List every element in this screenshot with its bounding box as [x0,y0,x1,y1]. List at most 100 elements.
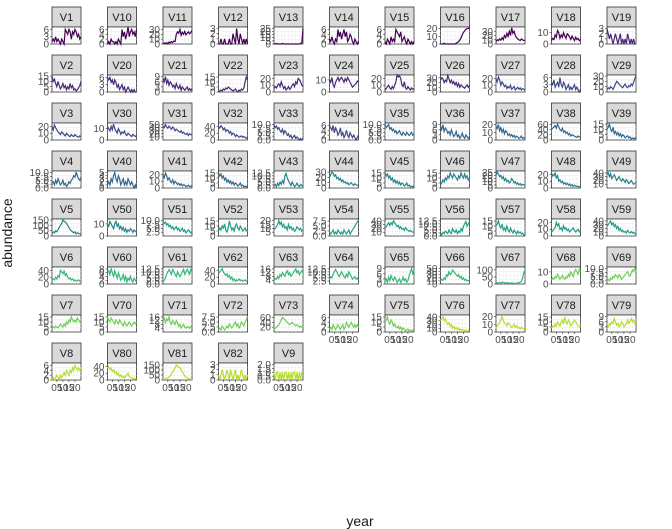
facet-label: V39 [612,108,632,120]
y-tick-label: 10 [260,33,272,44]
y-tick-label: 10.0 [363,120,383,131]
facet-panel: V18 010 [537,6,581,51]
y-tick-label: 20 [149,30,161,41]
series-line [51,219,82,235]
y-tick-label: 20 [260,323,272,334]
y-tick-label: 7.5 [313,270,327,281]
y-tick-label: 10 [426,83,438,94]
facet-label: V53 [279,204,299,216]
facet-panel: V68 0 10 [537,246,582,291]
y-tick-label: 20 [260,216,272,227]
series-line [440,219,471,236]
y-tick-label: 10.0 [252,120,272,131]
y-tick-label: 0 [543,88,549,99]
series-line [606,316,637,329]
y-tick-label: 40 [204,122,216,133]
y-tick-label: 2.5 [257,132,271,143]
x-tick-label: 15 [341,335,353,346]
y-tick-label: 3 [210,360,216,371]
x-tick-label: 05 [51,383,63,394]
y-tick-label: 5.0 [313,222,327,233]
y-tick-label: 10 [315,75,327,86]
x-tick-label: 10 [501,335,513,346]
y-tick-label: 40 [204,266,216,277]
x-tick-label: 15 [63,383,75,394]
y-tick-label: 0 [376,88,382,99]
series-line [162,171,193,188]
series-line [273,267,304,281]
facet-label: V16 [445,12,465,24]
y-tick-label: 9 [376,264,382,275]
facet-label: V51 [168,204,188,216]
y-tick-label: 0 [265,88,271,99]
y-tick-label: 7.5 [313,217,327,228]
series-line [550,316,581,329]
y-tick-label: 0.5 [257,372,271,383]
y-tick-label: 0 [543,232,549,243]
y-tick-label: 40 [371,216,383,227]
y-tick-label: 2.5 [313,227,327,238]
y-tick-label: 30 [426,73,438,84]
facet-label: V31 [168,108,188,120]
facet-label: V75 [390,300,410,312]
facet-panel: V64 2.55.07.510.012.5 [307,246,360,287]
y-tick-label: 0 [432,88,438,99]
series-line [217,315,249,332]
y-tick-label: 0.0 [146,280,160,291]
y-tick-label: 15 [537,313,549,324]
y-tick-label: 6 [321,121,327,132]
facet-label: V7 [60,300,73,312]
y-tick-label: 0 [376,328,382,339]
x-tick-label: 15 [563,335,575,346]
y-tick-label: 0 [210,376,216,387]
facet-label: V80 [112,348,132,360]
y-tick-label: 10 [537,28,549,39]
facet-panel: V69 0.02.55.07.510.0 [585,246,637,291]
y-tick-label: 40 [38,266,50,277]
facet-label: V18 [556,12,576,24]
y-axis-label: abundance [0,198,15,268]
series-line [218,124,248,140]
y-tick-label: 6 [376,25,382,36]
y-tick-label: 0 [432,136,438,147]
y-tick-label: 0 [99,376,105,387]
y-tick-label: 0.0 [257,136,271,147]
y-tick-label: 5 [43,82,49,93]
y-tick-label: 0 [487,232,493,243]
y-tick-label: 10 [426,32,438,43]
series-line [162,76,193,93]
x-tick-label: 15 [396,335,408,346]
series-line [550,77,582,94]
facet-panel: V24 0 10 [315,54,359,99]
facet-label: V37 [501,108,521,120]
facet-label: V55 [390,204,410,216]
y-tick-label: 0 [543,184,549,195]
y-tick-label: 6 [43,361,49,372]
facet-panel: V56 0.02.55.07.510.012.5 [418,198,471,243]
x-tick-label: 05 [384,335,396,346]
y-tick-label: 0 [487,136,493,147]
series-line [550,220,581,234]
y-tick-label: 3 [432,130,438,141]
y-tick-label: 4 [265,276,271,287]
y-tick-label: 3 [376,274,382,285]
y-tick-label: 7.5 [590,268,604,279]
y-tick-label: 0 [598,88,604,99]
y-tick-label: 60 [537,120,549,131]
y-tick-label: 10 [426,324,438,335]
y-tick-label: 30 [149,25,161,36]
y-tick-label: 0 [598,40,604,51]
y-tick-label: 20 [426,320,438,331]
facet-panel: V30 010 [93,102,137,147]
series-line [106,219,137,234]
y-tick-label: 12 [260,268,272,279]
y-tick-label: 20 [482,74,494,85]
y-tick-label: 4 [321,30,327,41]
